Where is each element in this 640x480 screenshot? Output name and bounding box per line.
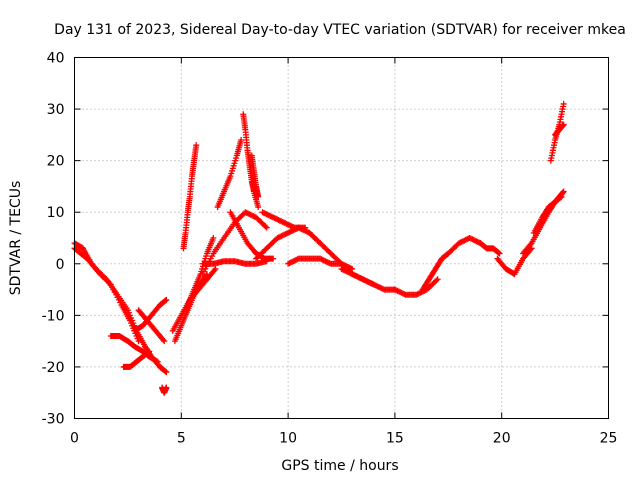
data-point xyxy=(496,250,503,257)
series-2 xyxy=(107,332,161,365)
x-tick-label: 0 xyxy=(70,431,79,447)
x-tick-label: 25 xyxy=(600,431,618,447)
series-21 xyxy=(338,265,398,293)
data-marks xyxy=(71,100,567,396)
data-point xyxy=(163,296,170,303)
data-point xyxy=(135,338,142,345)
data-point xyxy=(161,338,168,345)
data-point xyxy=(270,255,277,262)
series-30 xyxy=(552,121,567,138)
data-point xyxy=(560,121,567,128)
data-point xyxy=(527,241,534,248)
series-3 xyxy=(120,348,153,370)
x-tick-label: 20 xyxy=(493,431,511,447)
data-point xyxy=(163,384,170,391)
series-25 xyxy=(477,240,503,257)
series-6 xyxy=(159,384,170,396)
data-point xyxy=(163,369,170,376)
series-26 xyxy=(494,245,535,278)
y-tick-label: 20 xyxy=(47,154,65,170)
data-point xyxy=(210,235,217,241)
series-28 xyxy=(530,193,565,236)
y-tick-label: 0 xyxy=(56,257,65,273)
data-point xyxy=(558,193,565,200)
data-point xyxy=(193,142,200,149)
data-point xyxy=(212,265,219,272)
data-point xyxy=(154,358,161,365)
chart-title: Day 131 of 2023, Sidereal Day-to-day VTE… xyxy=(54,22,626,38)
y-tick-label: -10 xyxy=(42,308,65,324)
data-point xyxy=(262,223,269,230)
x-tick-label: 5 xyxy=(177,431,186,447)
series-1 xyxy=(71,240,142,345)
series-24 xyxy=(445,235,484,257)
y-tick-label: -20 xyxy=(42,360,65,376)
data-point xyxy=(434,276,441,283)
series-15 xyxy=(199,209,270,278)
data-point xyxy=(106,280,113,287)
y-tick-label: -30 xyxy=(42,412,65,428)
series-16 xyxy=(227,209,277,262)
y-tick-label: 30 xyxy=(47,102,65,118)
data-point xyxy=(433,277,440,284)
data-point xyxy=(263,224,270,231)
x-tick-label: 10 xyxy=(279,431,297,447)
y-tick-label: 10 xyxy=(47,205,65,221)
data-point xyxy=(238,137,245,144)
data-point xyxy=(255,204,262,211)
axis-ticks: 0 5 10 15 20 25 -30 -20 -10 0 10 20 30 40 xyxy=(42,51,618,447)
series-18 xyxy=(259,209,309,231)
data-point xyxy=(211,267,218,274)
y-axis-label: SDTVAR / TECUs xyxy=(8,181,24,296)
series-9 xyxy=(180,142,200,252)
data-point xyxy=(160,336,167,343)
data-point xyxy=(560,100,567,107)
data-point xyxy=(255,193,262,200)
x-tick-label: 15 xyxy=(386,431,404,447)
data-point xyxy=(302,224,309,231)
x-axis-label: GPS time / hours xyxy=(281,458,398,474)
series-5 xyxy=(135,307,168,345)
plot-frame xyxy=(74,57,609,419)
series-11 xyxy=(214,137,245,211)
series-14 xyxy=(248,152,262,200)
data-point xyxy=(146,348,153,355)
data-point xyxy=(560,188,567,195)
y-tick-label: 40 xyxy=(47,51,65,67)
